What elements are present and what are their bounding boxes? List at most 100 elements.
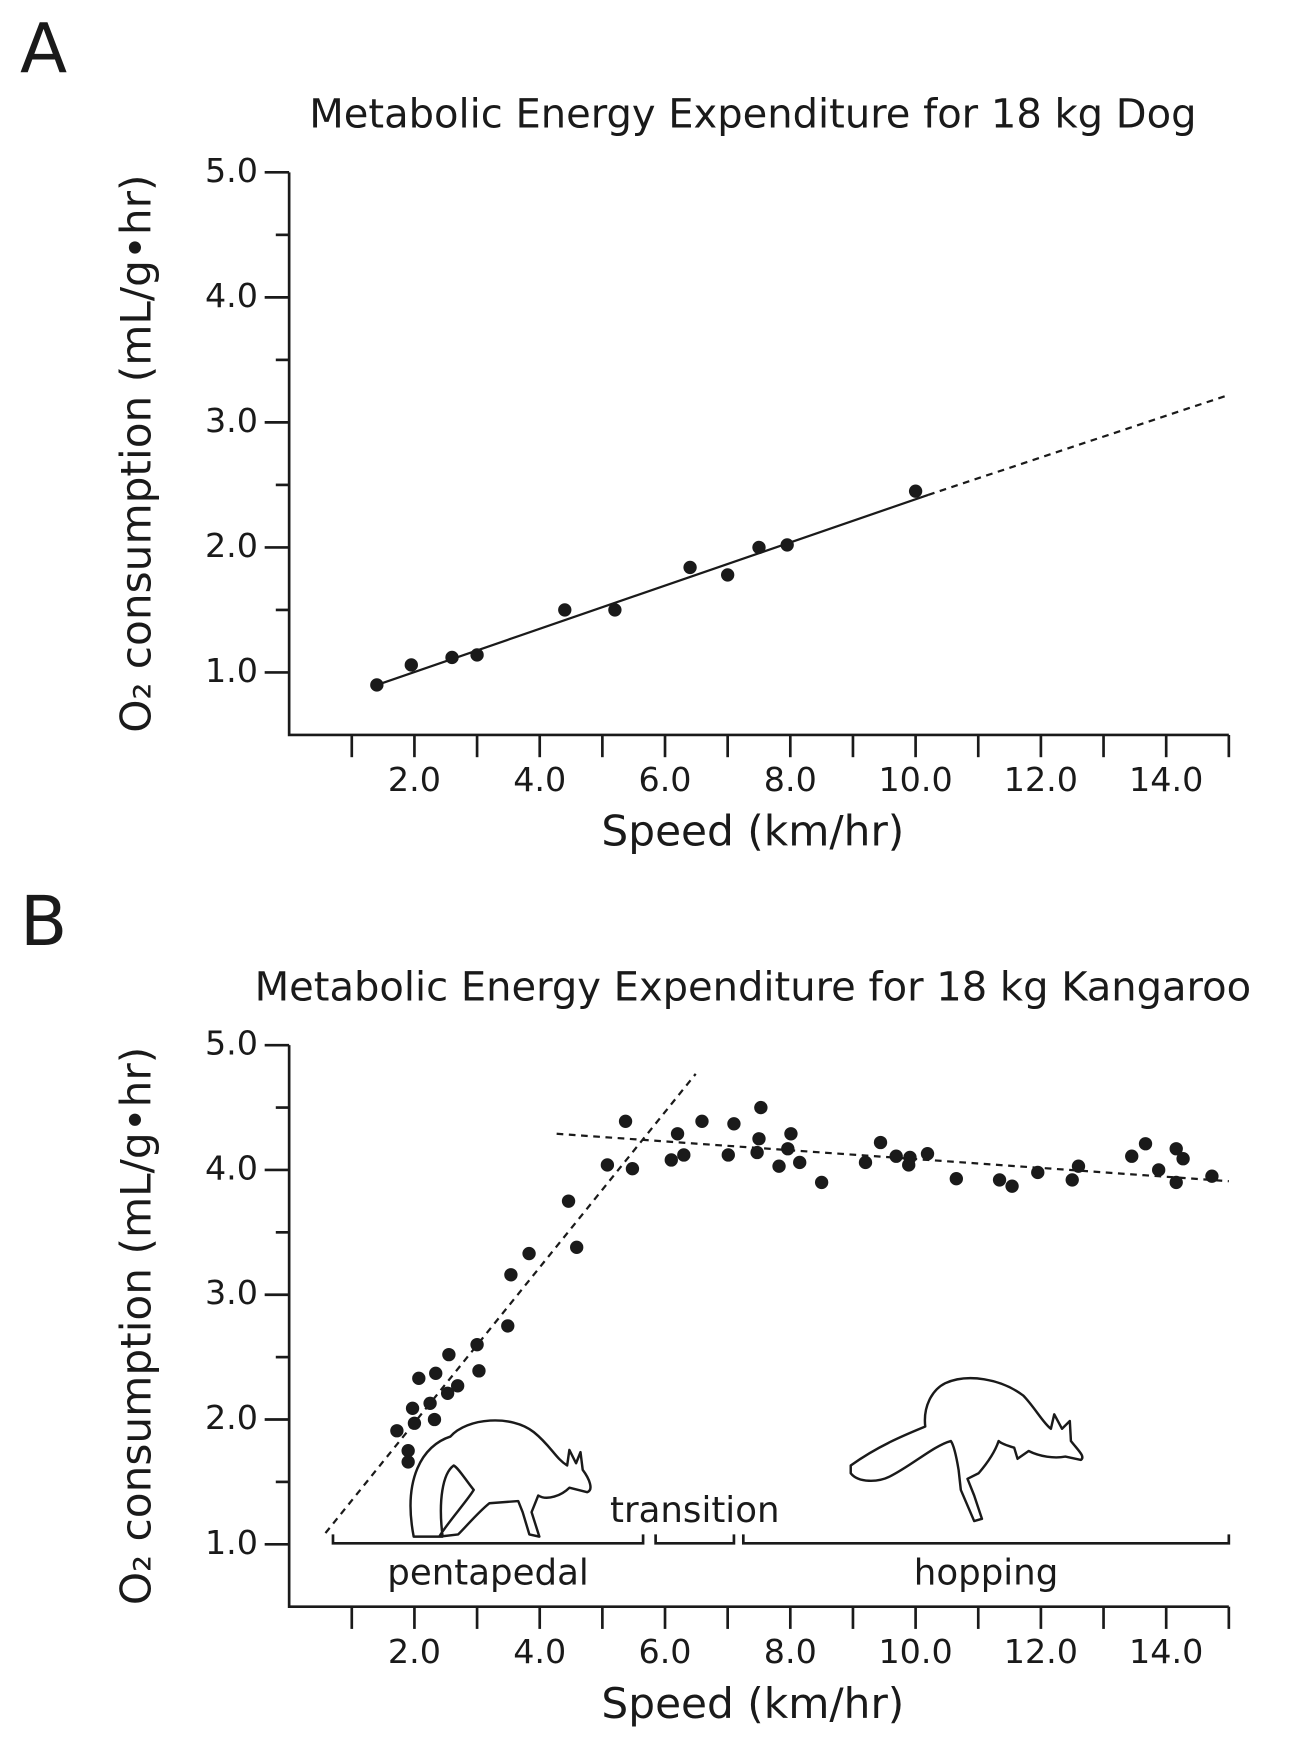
data-point xyxy=(670,1127,685,1141)
data-point xyxy=(1031,1165,1045,1180)
kangaroo-pentapedal xyxy=(409,1419,592,1538)
data-point xyxy=(1071,1159,1086,1173)
data-point xyxy=(608,603,622,617)
data-point xyxy=(784,1127,798,1141)
data-point xyxy=(750,1145,764,1160)
y-axis-label: O₂ consumption (mL/g•hr) xyxy=(112,174,161,732)
data-point xyxy=(501,1319,515,1333)
data-point xyxy=(405,1401,420,1415)
data-point xyxy=(450,1379,465,1393)
x-tick-label: 10.0 xyxy=(878,1632,952,1671)
data-point xyxy=(445,650,459,665)
data-point xyxy=(677,1148,691,1162)
x-tick-label: 8.0 xyxy=(764,1632,817,1671)
data-point xyxy=(407,1416,422,1430)
data-point xyxy=(570,1240,584,1254)
x-tick-label: 10.0 xyxy=(878,760,952,799)
data-point xyxy=(752,540,766,555)
phase-label: transition xyxy=(610,1490,780,1531)
data-point xyxy=(772,1159,786,1173)
kangaroo-hopping xyxy=(849,1377,1084,1523)
data-point xyxy=(695,1114,709,1128)
panel-label: B xyxy=(20,882,67,962)
data-point xyxy=(814,1175,829,1190)
x-axis-label: Speed (km/hr) xyxy=(601,1679,904,1728)
x-tick-label: 12.0 xyxy=(1004,760,1078,799)
data-point xyxy=(780,538,794,552)
data-point xyxy=(1138,1137,1153,1151)
data-point xyxy=(470,1337,484,1352)
data-point xyxy=(1005,1179,1019,1193)
data-point xyxy=(992,1173,1007,1187)
y-tick-label: 3.0 xyxy=(205,401,258,440)
x-tick-label: 4.0 xyxy=(513,760,566,799)
data-point xyxy=(949,1172,963,1186)
phase-bracket xyxy=(654,1534,736,1545)
x-tick-label: 6.0 xyxy=(638,760,691,799)
data-point xyxy=(1176,1152,1190,1166)
x-tick-label: 14.0 xyxy=(1129,760,1203,799)
data-point xyxy=(720,568,735,582)
data-point xyxy=(754,1100,768,1115)
trend-line xyxy=(376,493,929,686)
phase-bracket xyxy=(741,1534,1231,1545)
y-tick-label: 2.0 xyxy=(205,526,258,565)
x-tick-label: 2.0 xyxy=(388,760,441,799)
phase-bracket xyxy=(331,1534,645,1545)
chart-title: Metabolic Energy Expenditure for 18 kg K… xyxy=(255,965,1251,1011)
data-point xyxy=(429,1366,443,1381)
data-point xyxy=(558,603,572,617)
data-point xyxy=(472,1364,486,1378)
data-point xyxy=(625,1162,640,1176)
data-point xyxy=(600,1158,615,1172)
x-tick-label: 14.0 xyxy=(1129,1632,1203,1671)
data-point xyxy=(920,1147,935,1161)
data-point xyxy=(370,678,384,692)
x-tick-label: 2.0 xyxy=(388,1632,441,1671)
axes xyxy=(287,172,1229,737)
x-axis-label: Speed (km/hr) xyxy=(601,806,904,855)
data-point xyxy=(721,1148,735,1162)
phase-label: hopping xyxy=(914,1552,1059,1593)
x-tick-label: 12.0 xyxy=(1004,1632,1078,1671)
y-tick-label: 5.0 xyxy=(205,151,258,190)
data-point xyxy=(504,1268,518,1282)
x-tick-label: 8.0 xyxy=(764,760,817,799)
y-tick-label: 2.0 xyxy=(205,1398,258,1437)
data-point xyxy=(404,658,418,672)
y-tick-label: 4.0 xyxy=(205,1148,258,1187)
x-tick-label: 4.0 xyxy=(513,1632,566,1671)
data-point xyxy=(683,560,697,575)
data-point xyxy=(427,1412,442,1427)
data-point xyxy=(781,1142,795,1156)
x-tick-label: 6.0 xyxy=(638,1632,691,1671)
data-point xyxy=(618,1114,633,1128)
data-point xyxy=(440,1386,455,1400)
trend-line xyxy=(324,1073,697,1534)
data-point xyxy=(412,1371,426,1386)
data-point xyxy=(1125,1149,1139,1163)
data-point xyxy=(401,1455,415,1469)
y-tick-label: 1.0 xyxy=(205,1523,258,1562)
y-axis-label: O₂ consumption (mL/g•hr) xyxy=(112,1047,161,1605)
data-point xyxy=(522,1246,536,1261)
y-tick-label: 5.0 xyxy=(205,1024,258,1063)
data-point xyxy=(423,1396,437,1410)
phase-label: pentapedal xyxy=(387,1552,589,1593)
data-point xyxy=(793,1155,807,1170)
data-point xyxy=(1169,1142,1183,1156)
data-point xyxy=(1065,1173,1079,1187)
y-tick-label: 1.0 xyxy=(205,651,258,690)
data-point xyxy=(664,1153,678,1167)
y-tick-label: 4.0 xyxy=(205,276,258,315)
data-point xyxy=(727,1117,741,1131)
data-point xyxy=(889,1149,903,1163)
data-point xyxy=(1169,1175,1183,1190)
data-point xyxy=(1151,1163,1166,1177)
trend-line xyxy=(927,393,1230,496)
data-point xyxy=(470,648,484,662)
data-point xyxy=(401,1444,415,1458)
y-tick-label: 3.0 xyxy=(205,1273,258,1312)
